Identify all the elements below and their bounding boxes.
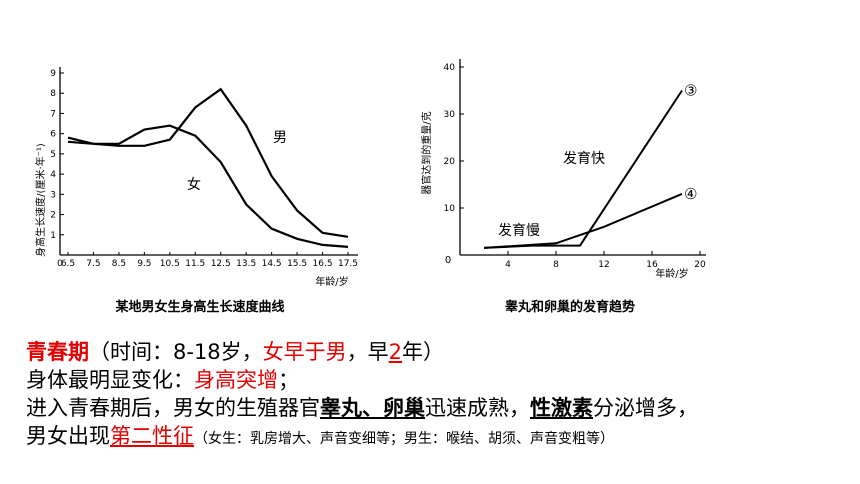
gonad-development-figure: 4 8 12 16 20 10 20 30 40 ③ ④ 发育快 发育慢 器官达到的重量/克 … — [410, 45, 730, 325]
height-surge: 身高突增 — [194, 368, 278, 392]
x-axis-label: 年龄/岁 — [655, 267, 688, 280]
secretion-text: 分泌增多， — [593, 396, 698, 420]
series-female-line — [67, 124, 349, 248]
x-tick-label: 11.5 — [185, 259, 205, 269]
x-tick-label: 13.5 — [236, 259, 256, 269]
y-tick-label: 3 — [50, 190, 56, 200]
y-tick-label: 30 — [444, 110, 456, 120]
appear-text: 男女出现 — [26, 424, 110, 448]
axes — [59, 67, 358, 256]
examples-note: （女生：乳房增大、声音变细等；男生：喉结、胡须、声音变粗等） — [194, 431, 614, 447]
y-tick-label: 4 — [50, 170, 56, 180]
y-axis-label: 器官达到的重量/克 — [420, 111, 433, 194]
y-tick-label: 40 — [444, 63, 456, 73]
x-tick-label: 8 — [553, 260, 559, 270]
y-tick-label: 7 — [50, 109, 56, 119]
y-tick-label: 5 — [50, 150, 56, 160]
y-tick-label: 1 — [50, 231, 56, 241]
height-growth-chart: 6.5 7.5 8.5 9.5 10.5 11.5 12.5 13.5 14.5 15.5 16.5… — [34, 67, 358, 315]
height-growth-figure: 6.5 7.5 8.5 9.5 10.5 11.5 12.5 13.5 14.5 15.5 16.5… — [30, 55, 370, 325]
sex-hormones: 性激素 — [530, 396, 593, 420]
series-male-label: 男 — [273, 130, 287, 146]
slide-text: 青春期（时间：8-18岁，女早于男，早2年） 身体最明显变化：身高突增； 进入青… — [26, 338, 846, 453]
series-3-marker: ③ — [684, 82, 697, 100]
axes — [459, 59, 706, 256]
y-tick-label: 9 — [50, 69, 56, 79]
mature-text: 迅速成熟， — [425, 396, 530, 420]
series-4-line — [483, 192, 683, 249]
x-tick-label: 9.5 — [137, 259, 151, 269]
years-unit: 年） — [402, 340, 445, 364]
earlier-by: ，早 — [346, 340, 389, 364]
x-axis-label: 年龄/岁 — [315, 275, 348, 288]
x-tick-labels: 6.5 7.5 8.5 9.5 10.5 11.5 12.5 13.5 14.5 15.5 16.5… — [61, 252, 358, 269]
origin-label: 0 — [445, 255, 451, 266]
x-tick-label: 15.5 — [287, 259, 307, 269]
y-axis-label: 身高生长速度/(厘米·年⁻¹) — [34, 143, 47, 257]
series-4-marker: ④ — [684, 185, 697, 203]
series-male-line — [67, 87, 349, 238]
x-tick-labels: 4 8 12 16 20 — [505, 251, 706, 270]
y-tick-labels: 10 20 30 40 — [444, 63, 464, 214]
y-tick-label: 6 — [50, 130, 56, 140]
x-tick-label: 16 — [646, 260, 658, 270]
series-female-label: 女 — [187, 176, 201, 193]
y-tick-label: 10 — [444, 204, 456, 214]
line-3: 进入青春期后，男女的生殖器官睾丸、卵巢迅速成熟，性激素分泌增多， — [26, 394, 846, 422]
time-range: （时间：8-18岁， — [89, 340, 263, 364]
x-tick-label: 4 — [505, 260, 511, 270]
slow-label: 发育慢 — [498, 222, 540, 239]
x-tick-label: 8.5 — [112, 259, 126, 269]
years-earlier: 2 — [388, 340, 403, 364]
semicolon: ； — [278, 368, 299, 392]
line-1: 青春期（时间：8-18岁，女早于男，早2年） — [26, 338, 846, 366]
female-earlier: 女早于男 — [262, 340, 347, 364]
x-tick-label: 14.5 — [262, 259, 282, 269]
y-tick-label: 8 — [50, 89, 56, 99]
y-tick-labels: 1 2 3 4 5 6 7 8 9 — [50, 69, 64, 241]
origin-label: 0 — [57, 259, 63, 269]
y-tick-label: 20 — [444, 157, 456, 167]
y-tick-label: 2 — [50, 211, 56, 221]
body-change-label: 身体最明显变化： — [26, 368, 194, 392]
line-4: 男女出现第二性征（女生：乳房增大、声音变细等；男生：喉结、胡须、声音变粗等） — [26, 422, 846, 453]
testes-ovaries: 睾丸、卵巢 — [320, 396, 425, 420]
term-puberty: 青春期 — [26, 340, 89, 364]
x-tick-label: 16.5 — [313, 259, 333, 269]
chart-caption: 睾丸和卵巢的发育趋势 — [505, 299, 635, 315]
x-tick-label: 17.5 — [338, 259, 358, 269]
x-tick-label: 10.5 — [160, 259, 180, 269]
x-tick-label: 6.5 — [61, 259, 75, 269]
x-tick-label: 20 — [694, 260, 706, 270]
secondary-sex-characteristics: 第二性征 — [110, 424, 194, 448]
line-2: 身体最明显变化：身高突增； — [26, 366, 846, 394]
organs-intro: 进入青春期后，男女的生殖器官 — [26, 396, 320, 420]
fast-label: 发育快 — [563, 151, 605, 167]
x-tick-label: 12 — [598, 260, 609, 270]
x-tick-label: 12.5 — [211, 259, 231, 269]
chart-caption: 某地男女生身高生长速度曲线 — [114, 299, 284, 315]
x-tick-label: 7.5 — [86, 259, 100, 269]
